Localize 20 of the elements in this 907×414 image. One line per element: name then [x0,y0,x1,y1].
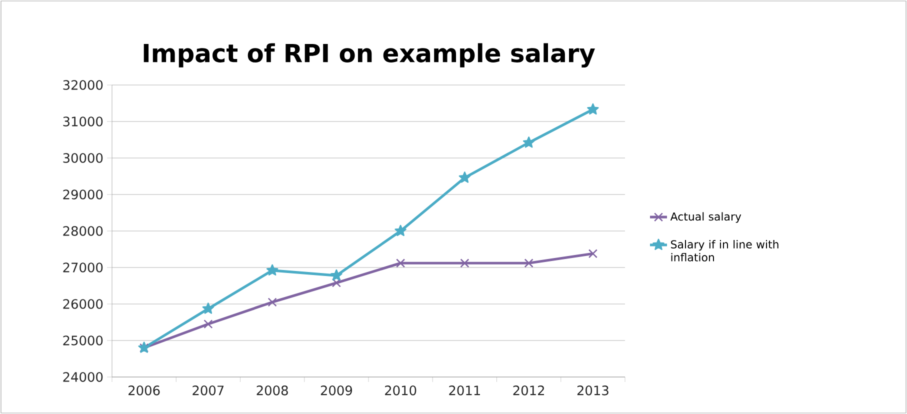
x-tick-label: 2011 [449,386,480,396]
chart-title: Impact of RPI on example salary [144,43,595,68]
x-tick-label: 2013 [577,386,608,396]
x-tick-label: 2008 [256,386,288,396]
x-tick-label: 2009 [320,386,352,396]
x-tick-label: 2007 [192,386,224,396]
y-tick-label: 25000 [63,336,103,346]
legend-label: Actual salary [670,212,742,223]
y-tick-label: 26000 [63,299,103,309]
y-tick-label: 30000 [63,153,103,163]
y-tick-label: 27000 [63,262,103,272]
y-tick-label: 28000 [63,226,103,236]
x-tick-label: 2012 [513,386,544,396]
y-tick-label: 24000 [63,372,103,382]
x-tick-label: 2006 [128,386,160,396]
y-tick-label: 29000 [63,190,103,200]
y-tick-label: 31000 [63,116,103,126]
y-tick-label: 32000 [63,80,103,90]
legend-label: Salary if in line with inflation [671,240,778,262]
x-tick-label: 2010 [385,386,416,396]
